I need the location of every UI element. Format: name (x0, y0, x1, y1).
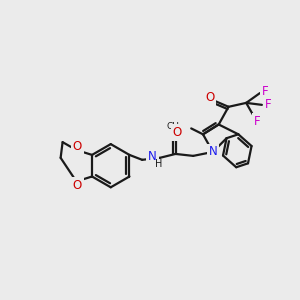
Text: H: H (155, 159, 163, 169)
Text: O: O (205, 92, 214, 104)
Text: O: O (173, 126, 182, 139)
Text: N: N (208, 146, 217, 158)
Text: F: F (254, 115, 260, 128)
Text: O: O (73, 179, 82, 192)
Text: O: O (73, 140, 82, 153)
Text: N: N (148, 150, 157, 164)
Text: F: F (262, 85, 268, 98)
Text: F: F (265, 98, 271, 111)
Text: CH₃: CH₃ (167, 122, 183, 131)
